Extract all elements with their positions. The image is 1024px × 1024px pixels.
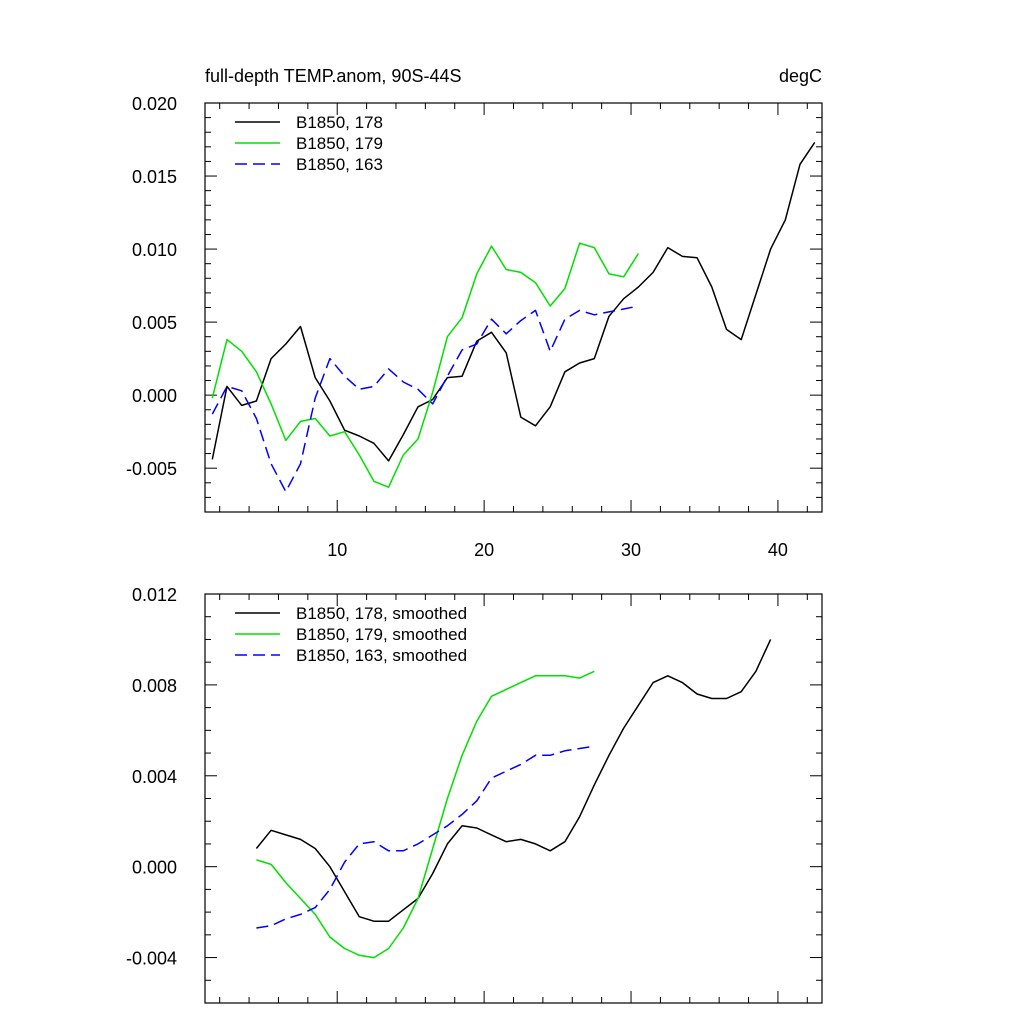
bottom-panel: -0.004 0.000 0.004 0.008 0.012 B1850, 178, s… — [126, 585, 823, 1004]
top-legend-label-1: B1850, 178 — [296, 113, 383, 132]
bottom-y-tick-label: -0.004 — [126, 949, 177, 969]
bottom-series-line-2 — [256, 670, 595, 959]
bottom-y-tick-label: 0.012 — [132, 585, 177, 605]
top-y-tick-label: 0.015 — [132, 167, 177, 187]
top-y-tick-label: 0.005 — [132, 313, 177, 333]
top-y-tick-label: 0.010 — [132, 240, 177, 260]
top-panel-series — [211, 141, 816, 493]
top-panel-title: full-depth TEMP.anom, 90S-44S — [205, 66, 461, 86]
bottom-y-tick-label: 0.000 — [132, 858, 177, 878]
top-series-line-1 — [211, 141, 816, 462]
bottom-panel-plot-frame — [204, 593, 823, 1004]
top-series-line-2 — [211, 242, 640, 488]
bottom-series-line-3 — [256, 745, 595, 929]
bottom-legend-label-3: B1850, 163, smoothed — [296, 646, 467, 665]
top-legend-label-3: B1850, 163 — [296, 155, 383, 174]
bottom-y-tick-label: 0.004 — [132, 767, 177, 787]
top-x-tick-label: 20 — [474, 540, 494, 560]
top-panel-ticks: 10 20 30 40 -0.005 0.000 0.005 0.010 0.015 0.020 — [126, 94, 822, 560]
top-y-tick-label: -0.005 — [126, 459, 177, 479]
bottom-panel-legend: B1850, 178, smoothed B1850, 179, smoothed… — [235, 604, 467, 665]
top-panel-plot-frame — [204, 102, 823, 513]
bottom-legend-label-2: B1850, 179, smoothed — [296, 625, 467, 644]
top-panel: full-depth TEMP.anom, 90S-44S degC 10 20 3… — [126, 66, 823, 560]
top-panel-units: degC — [779, 66, 822, 86]
bottom-legend-label-1: B1850, 178, smoothed — [296, 604, 467, 623]
top-x-tick-label: 10 — [327, 540, 347, 560]
top-legend-label-2: B1850, 179 — [296, 134, 383, 153]
bottom-y-tick-label: 0.008 — [132, 676, 177, 696]
top-x-tick-label: 40 — [768, 540, 788, 560]
top-panel-legend: B1850, 178 B1850, 179 B1850, 163 — [235, 113, 383, 174]
top-y-tick-label: 0.000 — [132, 386, 177, 406]
bottom-panel-series — [255, 639, 772, 959]
top-y-tick-label: 0.020 — [132, 94, 177, 114]
top-x-tick-label: 30 — [621, 540, 641, 560]
bottom-series-line-1 — [255, 639, 772, 922]
top-series-line-3 — [211, 305, 639, 493]
